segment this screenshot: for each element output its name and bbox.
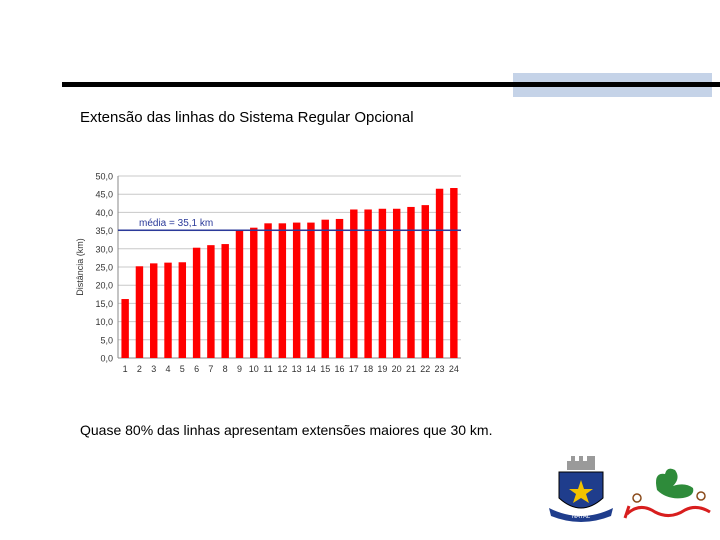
y-tick-label: 15,0 <box>95 299 113 309</box>
bar <box>378 208 387 358</box>
bar <box>364 209 372 358</box>
bar <box>164 262 172 358</box>
x-tick-label: 3 <box>151 364 156 374</box>
bar <box>407 206 415 358</box>
bar <box>207 245 215 358</box>
bar <box>321 219 329 358</box>
x-tick-label: 7 <box>208 364 213 374</box>
bar <box>250 227 258 358</box>
y-tick-label: 30,0 <box>95 244 113 254</box>
x-tick-label: 24 <box>449 364 459 374</box>
bar <box>292 222 301 358</box>
bar <box>264 223 272 358</box>
x-tick-label: 5 <box>180 364 185 374</box>
bar <box>350 209 358 358</box>
bar <box>221 244 229 358</box>
bar <box>135 266 144 358</box>
x-tick-label: 1 <box>123 364 128 374</box>
x-tick-label: 22 <box>420 364 430 374</box>
y-tick-label: 50,0 <box>95 172 113 182</box>
y-tick-label: 40,0 <box>95 208 113 218</box>
bar-chart: 0,0 5,0 10,0 15,0 20,0 25,0 30,0 35,0 40,0 45,0 50… <box>70 162 470 387</box>
logo-area: NATAL <box>545 452 715 527</box>
x-tick-label: 8 <box>223 364 228 374</box>
x-tick-label: 20 <box>392 364 402 374</box>
bar <box>421 205 429 358</box>
bar <box>307 222 315 358</box>
x-tick-label: 19 <box>377 364 387 374</box>
bar <box>450 188 458 358</box>
x-tick-label: 14 <box>306 364 316 374</box>
bar <box>121 299 129 358</box>
bar <box>235 230 244 358</box>
x-tick-label: 12 <box>277 364 287 374</box>
y-tick-label: 0,0 <box>100 354 113 364</box>
mean-label: média = 35,1 km <box>139 218 213 229</box>
x-tick-label: 13 <box>292 364 302 374</box>
natal-label: NATAL <box>572 514 591 520</box>
x-tick-label: 6 <box>194 364 199 374</box>
x-tick-label: 23 <box>435 364 445 374</box>
x-tick-label: 2 <box>137 364 142 374</box>
header-rule <box>62 82 720 87</box>
bar <box>335 218 344 358</box>
logo-wordmark-icon <box>623 468 711 519</box>
y-tick-label: 5,0 <box>100 335 113 345</box>
bar <box>150 263 158 358</box>
y-tick-label: 45,0 <box>95 190 113 200</box>
x-tick-label: 18 <box>363 364 373 374</box>
natal-coat-of-arms-icon: NATAL <box>549 456 613 522</box>
x-tick-label: 16 <box>335 364 345 374</box>
bar <box>178 262 187 358</box>
slide-caption: Quase 80% das linhas apresentam extensõe… <box>80 422 493 438</box>
bar <box>435 188 444 358</box>
x-tick-label: 9 <box>237 364 242 374</box>
bar <box>192 247 201 358</box>
y-axis-title: Distância (km) <box>75 238 85 296</box>
y-tick-label: 10,0 <box>95 317 113 327</box>
y-tick-label: 35,0 <box>95 226 113 236</box>
x-tick-label: 21 <box>406 364 416 374</box>
x-tick-label: 15 <box>320 364 330 374</box>
chart-svg: 0,0 5,0 10,0 15,0 20,0 25,0 30,0 35,0 40,0 45,0 50… <box>75 172 461 374</box>
bar <box>278 223 287 358</box>
y-tick-label: 20,0 <box>95 281 113 291</box>
bar <box>392 208 401 358</box>
x-tick-label: 17 <box>349 364 359 374</box>
x-tick-label: 4 <box>166 364 171 374</box>
x-tick-label: 11 <box>263 364 272 374</box>
slide-title: Extensão das linhas do Sistema Regular O… <box>80 109 414 126</box>
y-tick-label: 25,0 <box>95 263 113 273</box>
x-tick-label: 10 <box>249 364 259 374</box>
